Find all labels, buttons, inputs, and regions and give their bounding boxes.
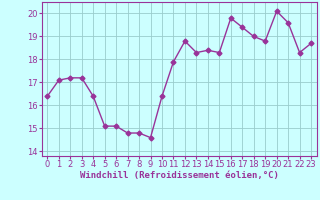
X-axis label: Windchill (Refroidissement éolien,°C): Windchill (Refroidissement éolien,°C) <box>80 171 279 180</box>
